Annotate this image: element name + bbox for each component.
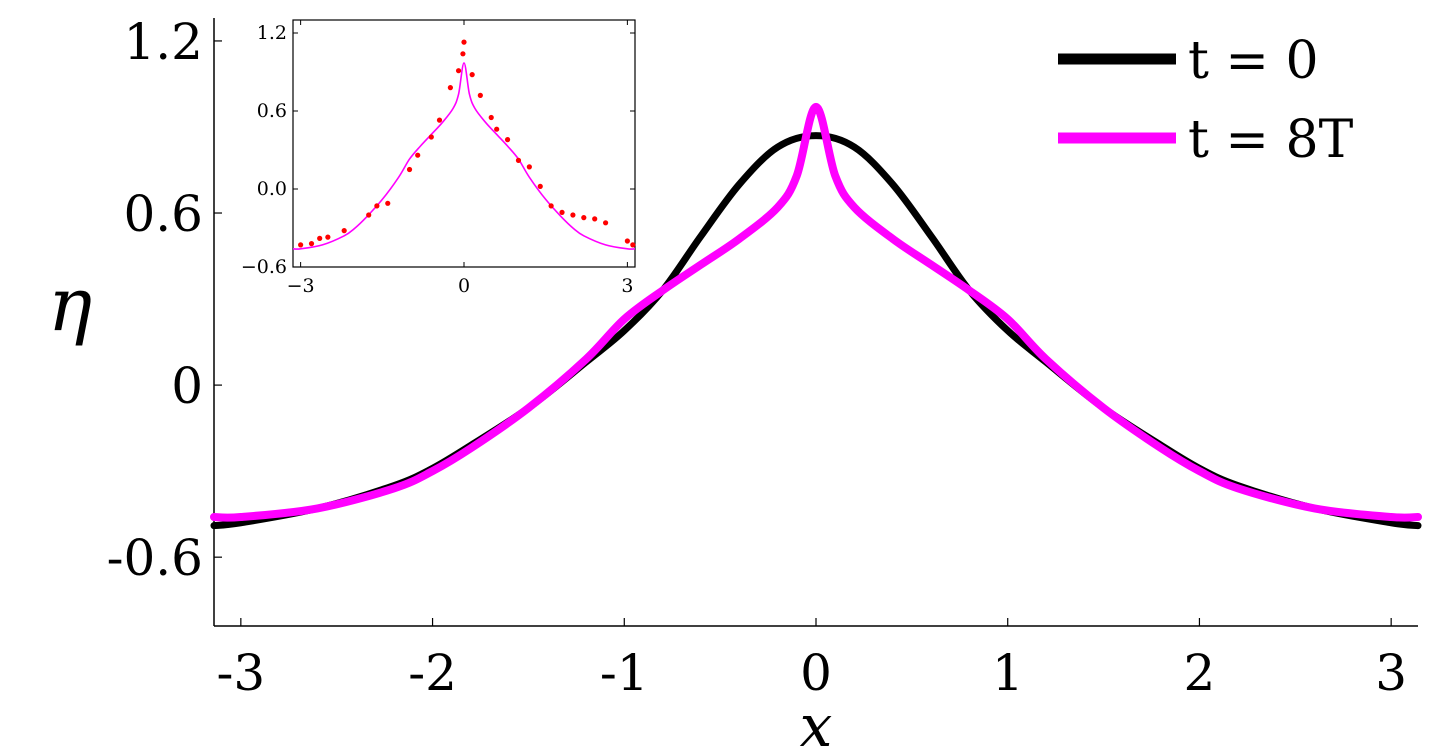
main-x-tick-label: 1 xyxy=(992,644,1024,702)
inset-data-point xyxy=(325,234,331,240)
inset-data-point xyxy=(504,137,511,143)
main-x-tick-label: -3 xyxy=(216,644,265,702)
inset-data-point xyxy=(570,212,576,218)
inset-data-point xyxy=(455,68,462,74)
legend-label-t0: t = 0 xyxy=(1188,31,1319,91)
inset-data-point xyxy=(436,117,443,123)
main-x-tick-label: 2 xyxy=(1184,644,1216,702)
inset-x-tick-label: −3 xyxy=(287,275,315,297)
inset-data-point xyxy=(428,134,434,140)
inset-x-ticks: −3 0 3 xyxy=(287,20,633,297)
inset-data-point xyxy=(488,114,494,121)
inset-series xyxy=(292,39,636,250)
inset-data-point xyxy=(537,183,543,189)
inset-plot: −3 0 3 1.2 0.6 0.0 −0.6 xyxy=(241,19,636,297)
inset-data-point xyxy=(515,157,522,163)
main-y-tick-label: 0.6 xyxy=(123,185,203,243)
inset-data-point xyxy=(559,209,565,215)
inset-data-point xyxy=(406,166,413,173)
inset-data-point xyxy=(461,39,467,45)
inset-data-point xyxy=(602,220,609,226)
inset-data-point xyxy=(374,203,380,209)
inset-y-tick-label: −0.6 xyxy=(241,256,287,278)
legend: t = 0 t = 8T xyxy=(1058,31,1354,170)
main-x-axis-label: x xyxy=(800,692,833,756)
inset-y-ticks: 1.2 0.6 0.0 −0.6 xyxy=(241,22,635,278)
inset-y-tick-label: 0.0 xyxy=(257,178,287,200)
inset-data-point xyxy=(592,216,598,222)
inset-x-tick-label: 0 xyxy=(458,275,470,297)
inset-data-point xyxy=(630,242,636,248)
inset-data-point xyxy=(366,212,372,218)
inset-data-point xyxy=(317,235,323,241)
inset-data-point xyxy=(341,228,347,234)
main-y-axis-label: η xyxy=(48,262,92,348)
main-y-tick-label: 1.2 xyxy=(123,13,203,71)
inset-data-point xyxy=(581,215,587,221)
inset-y-tick-label: 0.6 xyxy=(257,100,287,122)
inset-data-point xyxy=(447,85,453,91)
inset-data-point xyxy=(385,200,391,206)
inset-data-point xyxy=(469,72,475,78)
inset-model-line xyxy=(292,62,636,250)
inset-data-point xyxy=(460,51,466,57)
inset-data-point xyxy=(415,152,421,158)
inset-data-point xyxy=(477,92,483,98)
inset-data-point xyxy=(308,241,315,247)
main-y-ticks: 1.2 0.6 0 -0.6 xyxy=(107,13,222,587)
main-x-tick-label: -1 xyxy=(600,644,649,702)
main-x-tick-label: 3 xyxy=(1375,644,1407,702)
main-series xyxy=(210,102,1422,530)
series-line-t8T xyxy=(210,102,1422,522)
main-x-tick-label: -2 xyxy=(408,644,457,702)
main-y-tick-label: -0.6 xyxy=(107,529,203,587)
inset-x-tick-label: 3 xyxy=(621,275,633,297)
inset-y-tick-label: 1.2 xyxy=(257,22,287,44)
legend-label-t8T: t = 8T xyxy=(1188,110,1354,170)
main-plot: -3 -2 -1 0 1 2 3 1.2 0.6 0 -0.6 x η xyxy=(48,13,1422,756)
inset-data-point xyxy=(526,164,532,170)
main-x-tick-label: 0 xyxy=(800,644,832,702)
inset-data-point xyxy=(298,242,304,248)
inset-data-point xyxy=(624,238,630,244)
main-y-tick-label: 0 xyxy=(171,357,203,415)
inset-data-point xyxy=(494,126,500,132)
inset-data-point xyxy=(548,203,554,209)
main-x-ticks: -3 -2 -1 0 1 2 3 xyxy=(216,618,1407,702)
